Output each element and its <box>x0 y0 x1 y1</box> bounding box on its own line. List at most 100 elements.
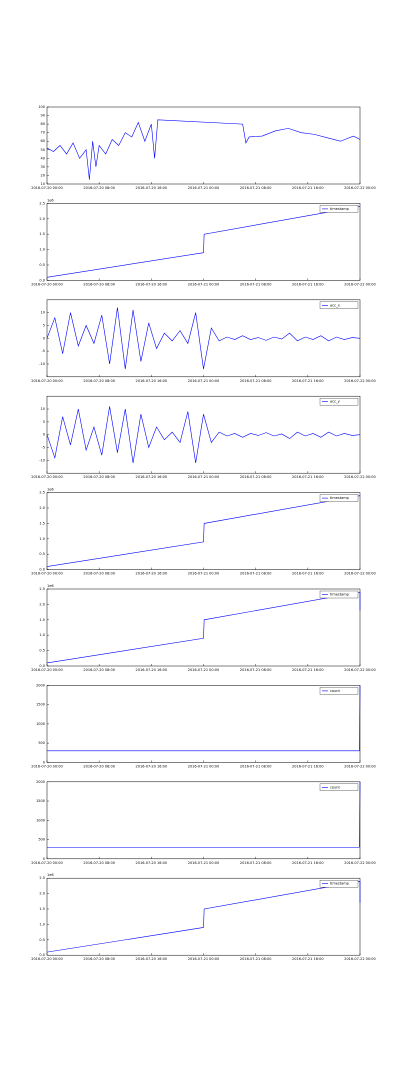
x-tick-label: 2016-07-21 08:00 <box>240 572 272 576</box>
legend-box <box>319 590 359 599</box>
y-tick-label: 50 <box>41 148 45 152</box>
x-tick-label: 2016-07-21 16:00 <box>292 475 324 479</box>
y-tick-label: 1.0 <box>39 248 45 252</box>
x-tick-label: 2016-07-21 00:00 <box>188 861 220 865</box>
y-tick-label: 2.0 <box>39 892 45 896</box>
x-tick-label: 2016-07-21 16:00 <box>292 572 324 576</box>
legend-box <box>319 880 359 888</box>
x-tick-label: 2016-07-20 16:00 <box>136 475 168 479</box>
y-tick-label: 10 <box>41 311 45 315</box>
x-tick-label: 2016-07-22 00:00 <box>344 764 376 768</box>
x-tick-label: 2016-07-20 00:00 <box>31 572 63 576</box>
x-tick-label: 2016-07-21 08:00 <box>240 282 272 286</box>
x-tick-label: 2016-07-21 00:00 <box>188 379 220 383</box>
y-tick-label: 1.5 <box>39 618 45 622</box>
y-tick-label: 70 <box>41 131 45 135</box>
legend-label: acc_x <box>330 303 340 307</box>
data-line <box>46 119 361 180</box>
data-line <box>46 307 361 370</box>
y-tick-label: 2.5 <box>39 587 45 591</box>
offset-label: 1e6 <box>47 584 54 588</box>
x-tick-label: 2016-07-20 08:00 <box>83 475 115 479</box>
y-tick-label: -10 <box>39 362 45 366</box>
y-tick-label: 500 <box>38 741 45 745</box>
legend-label: timestamp <box>330 882 350 886</box>
x-tick-label: 2016-07-20 16:00 <box>136 379 168 383</box>
x-tick-label: 2016-07-21 16:00 <box>292 861 324 865</box>
y-tick-label: -5 <box>42 349 46 353</box>
y-tick-label: 100 <box>38 105 45 109</box>
y-tick-label: 2.0 <box>39 217 45 221</box>
y-tick-label: 0 <box>43 857 45 861</box>
x-tick-label: 2016-07-21 16:00 <box>292 282 324 286</box>
x-tick-label: 2016-07-21 00:00 <box>188 282 220 286</box>
y-tick-label: 40 <box>41 156 45 160</box>
data-line <box>47 685 361 752</box>
x-tick-label: 2016-07-20 00:00 <box>31 379 63 383</box>
y-tick-label: 10 <box>41 182 45 186</box>
y-tick-label: 500 <box>38 838 45 842</box>
x-tick-label: 2016-07-20 08:00 <box>83 572 115 576</box>
legend-box <box>319 687 359 695</box>
x-tick-label: 2016-07-20 08:00 <box>83 282 115 286</box>
x-tick-label: 2016-07-22 00:00 <box>344 668 376 672</box>
x-tick-label: 2016-07-20 08:00 <box>83 186 115 190</box>
y-tick-label: 0.5 <box>39 938 45 942</box>
x-tick-label: 2016-07-21 08:00 <box>240 475 272 479</box>
x-tick-label: 2016-07-21 08:00 <box>240 957 272 961</box>
x-tick-label: 2016-07-20 00:00 <box>31 764 63 768</box>
y-tick-label: 0 <box>43 336 45 340</box>
plot-frame <box>46 299 361 378</box>
y-tick-label: 1000 <box>36 818 45 822</box>
y-tick-label: 1500 <box>36 799 45 803</box>
x-tick-label: 2016-07-20 16:00 <box>136 764 168 768</box>
offset-label: 1e6 <box>47 873 54 877</box>
y-tick-label: -5 <box>42 446 46 450</box>
legend-box <box>319 494 359 502</box>
data-line <box>46 406 361 463</box>
y-tick-label: 1.5 <box>39 907 45 911</box>
x-tick-label: 2016-07-21 00:00 <box>188 572 220 576</box>
x-tick-label: 2016-07-22 00:00 <box>344 186 376 190</box>
y-tick-label: 2.0 <box>39 506 45 510</box>
x-tick-label: 2016-07-20 16:00 <box>136 957 168 961</box>
data-line <box>46 591 361 664</box>
y-tick-label: 10 <box>41 407 45 411</box>
x-tick-label: 2016-07-20 16:00 <box>136 861 168 865</box>
x-tick-label: 2016-07-20 16:00 <box>136 282 168 286</box>
x-tick-label: 2016-07-21 16:00 <box>292 379 324 383</box>
x-tick-label: 2016-07-21 00:00 <box>188 764 220 768</box>
y-tick-label: 2.5 <box>39 491 45 495</box>
x-tick-label: 2016-07-20 08:00 <box>83 379 115 383</box>
x-tick-label: 2016-07-20 00:00 <box>31 861 63 865</box>
data-line <box>46 880 361 953</box>
y-tick-label: 1.0 <box>39 537 45 541</box>
x-tick-label: 2016-07-21 16:00 <box>292 957 324 961</box>
y-tick-label: -10 <box>39 458 45 462</box>
x-tick-label: 2016-07-22 00:00 <box>344 379 376 383</box>
x-tick-label: 2016-07-21 16:00 <box>292 668 324 672</box>
x-tick-label: 2016-07-21 08:00 <box>240 668 272 672</box>
y-tick-label: 30 <box>41 165 45 169</box>
y-tick-label: 0.5 <box>39 649 45 653</box>
y-tick-label: 0.0 <box>39 664 45 668</box>
offset-label: 1e6 <box>47 488 54 492</box>
x-tick-label: 2016-07-21 16:00 <box>292 764 324 768</box>
legend-label: acc_y <box>330 400 340 404</box>
x-tick-label: 2016-07-22 00:00 <box>344 861 376 865</box>
x-tick-label: 2016-07-20 08:00 <box>83 764 115 768</box>
legend-box <box>319 783 359 791</box>
data-line <box>46 495 361 567</box>
x-tick-label: 2016-07-21 16:00 <box>292 186 324 190</box>
x-tick-label: 2016-07-20 16:00 <box>136 572 168 576</box>
legend-label: count <box>330 689 341 693</box>
y-tick-label: 0.5 <box>39 552 45 556</box>
legend-label: timestamp <box>330 496 350 500</box>
x-tick-label: 2016-07-21 00:00 <box>188 668 220 672</box>
legend-box <box>319 205 359 213</box>
y-tick-label: 1.5 <box>39 232 45 236</box>
y-tick-label: 0.5 <box>39 263 45 267</box>
y-tick-label: 2.0 <box>39 602 45 606</box>
y-tick-label: 1.0 <box>39 922 45 926</box>
x-tick-label: 2016-07-20 16:00 <box>136 668 168 672</box>
